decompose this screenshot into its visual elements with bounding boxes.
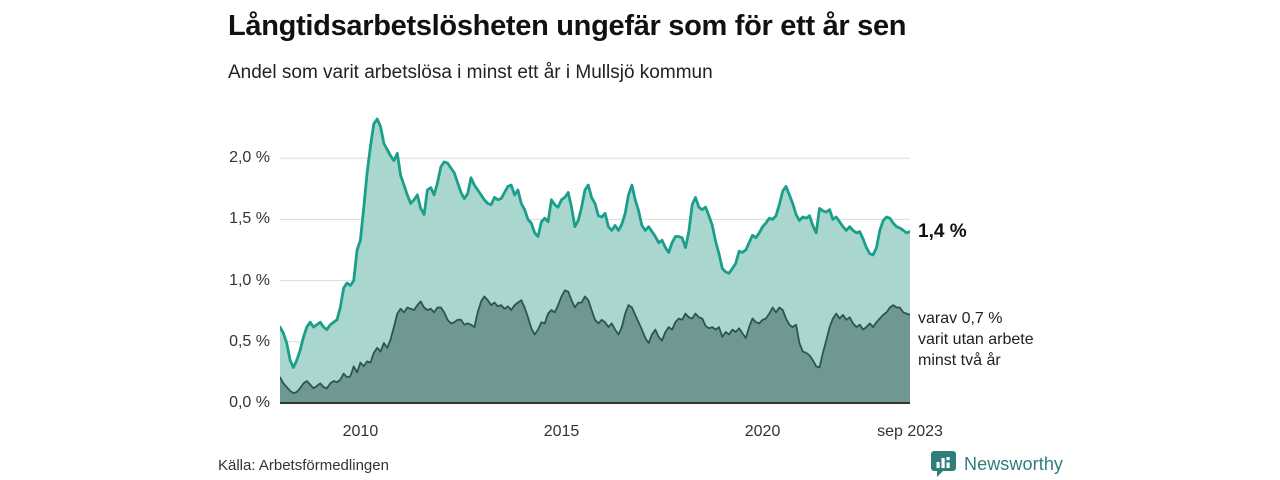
- y-tick-label: 0,5 %: [229, 332, 270, 350]
- subset-label-line: varit utan arbete: [918, 331, 1034, 348]
- page-title: Långtidsarbetslösheten ungefär som för e…: [228, 10, 907, 42]
- y-tick-label: 1,0 %: [229, 271, 270, 289]
- x-tick-label: sep 2023: [877, 423, 943, 440]
- x-tick-label: 2020: [744, 423, 781, 440]
- total-line: [280, 117, 910, 369]
- brand-logo: Newsworthy: [930, 450, 1063, 478]
- subset-label-line: minst två år: [918, 352, 1001, 369]
- source-label: Källa: Arbetsförmedlingen: [218, 457, 389, 474]
- total-series-end-label: 1,4 %: [918, 221, 967, 242]
- subset-label-line: varav 0,7 %: [918, 310, 1003, 327]
- y-tick-label: 0,0 %: [229, 394, 270, 411]
- bar-chart-speech-bubble-icon: [931, 451, 956, 477]
- page-subtitle: Andel som varit arbetslösa i minst ett å…: [228, 62, 713, 83]
- subset-line: [280, 289, 910, 395]
- x-tick-label: 2015: [543, 423, 580, 440]
- subset-series-end-label: varav 0,7 % varit utan arbete minst två …: [918, 308, 1034, 371]
- y-tick-label: 1,5 %: [229, 210, 270, 228]
- y-tick-label: 2,0 %: [229, 149, 270, 167]
- brand-name: Newsworthy: [964, 453, 1064, 474]
- plot-area: [280, 117, 910, 404]
- x-tick-label: 2010: [342, 423, 379, 440]
